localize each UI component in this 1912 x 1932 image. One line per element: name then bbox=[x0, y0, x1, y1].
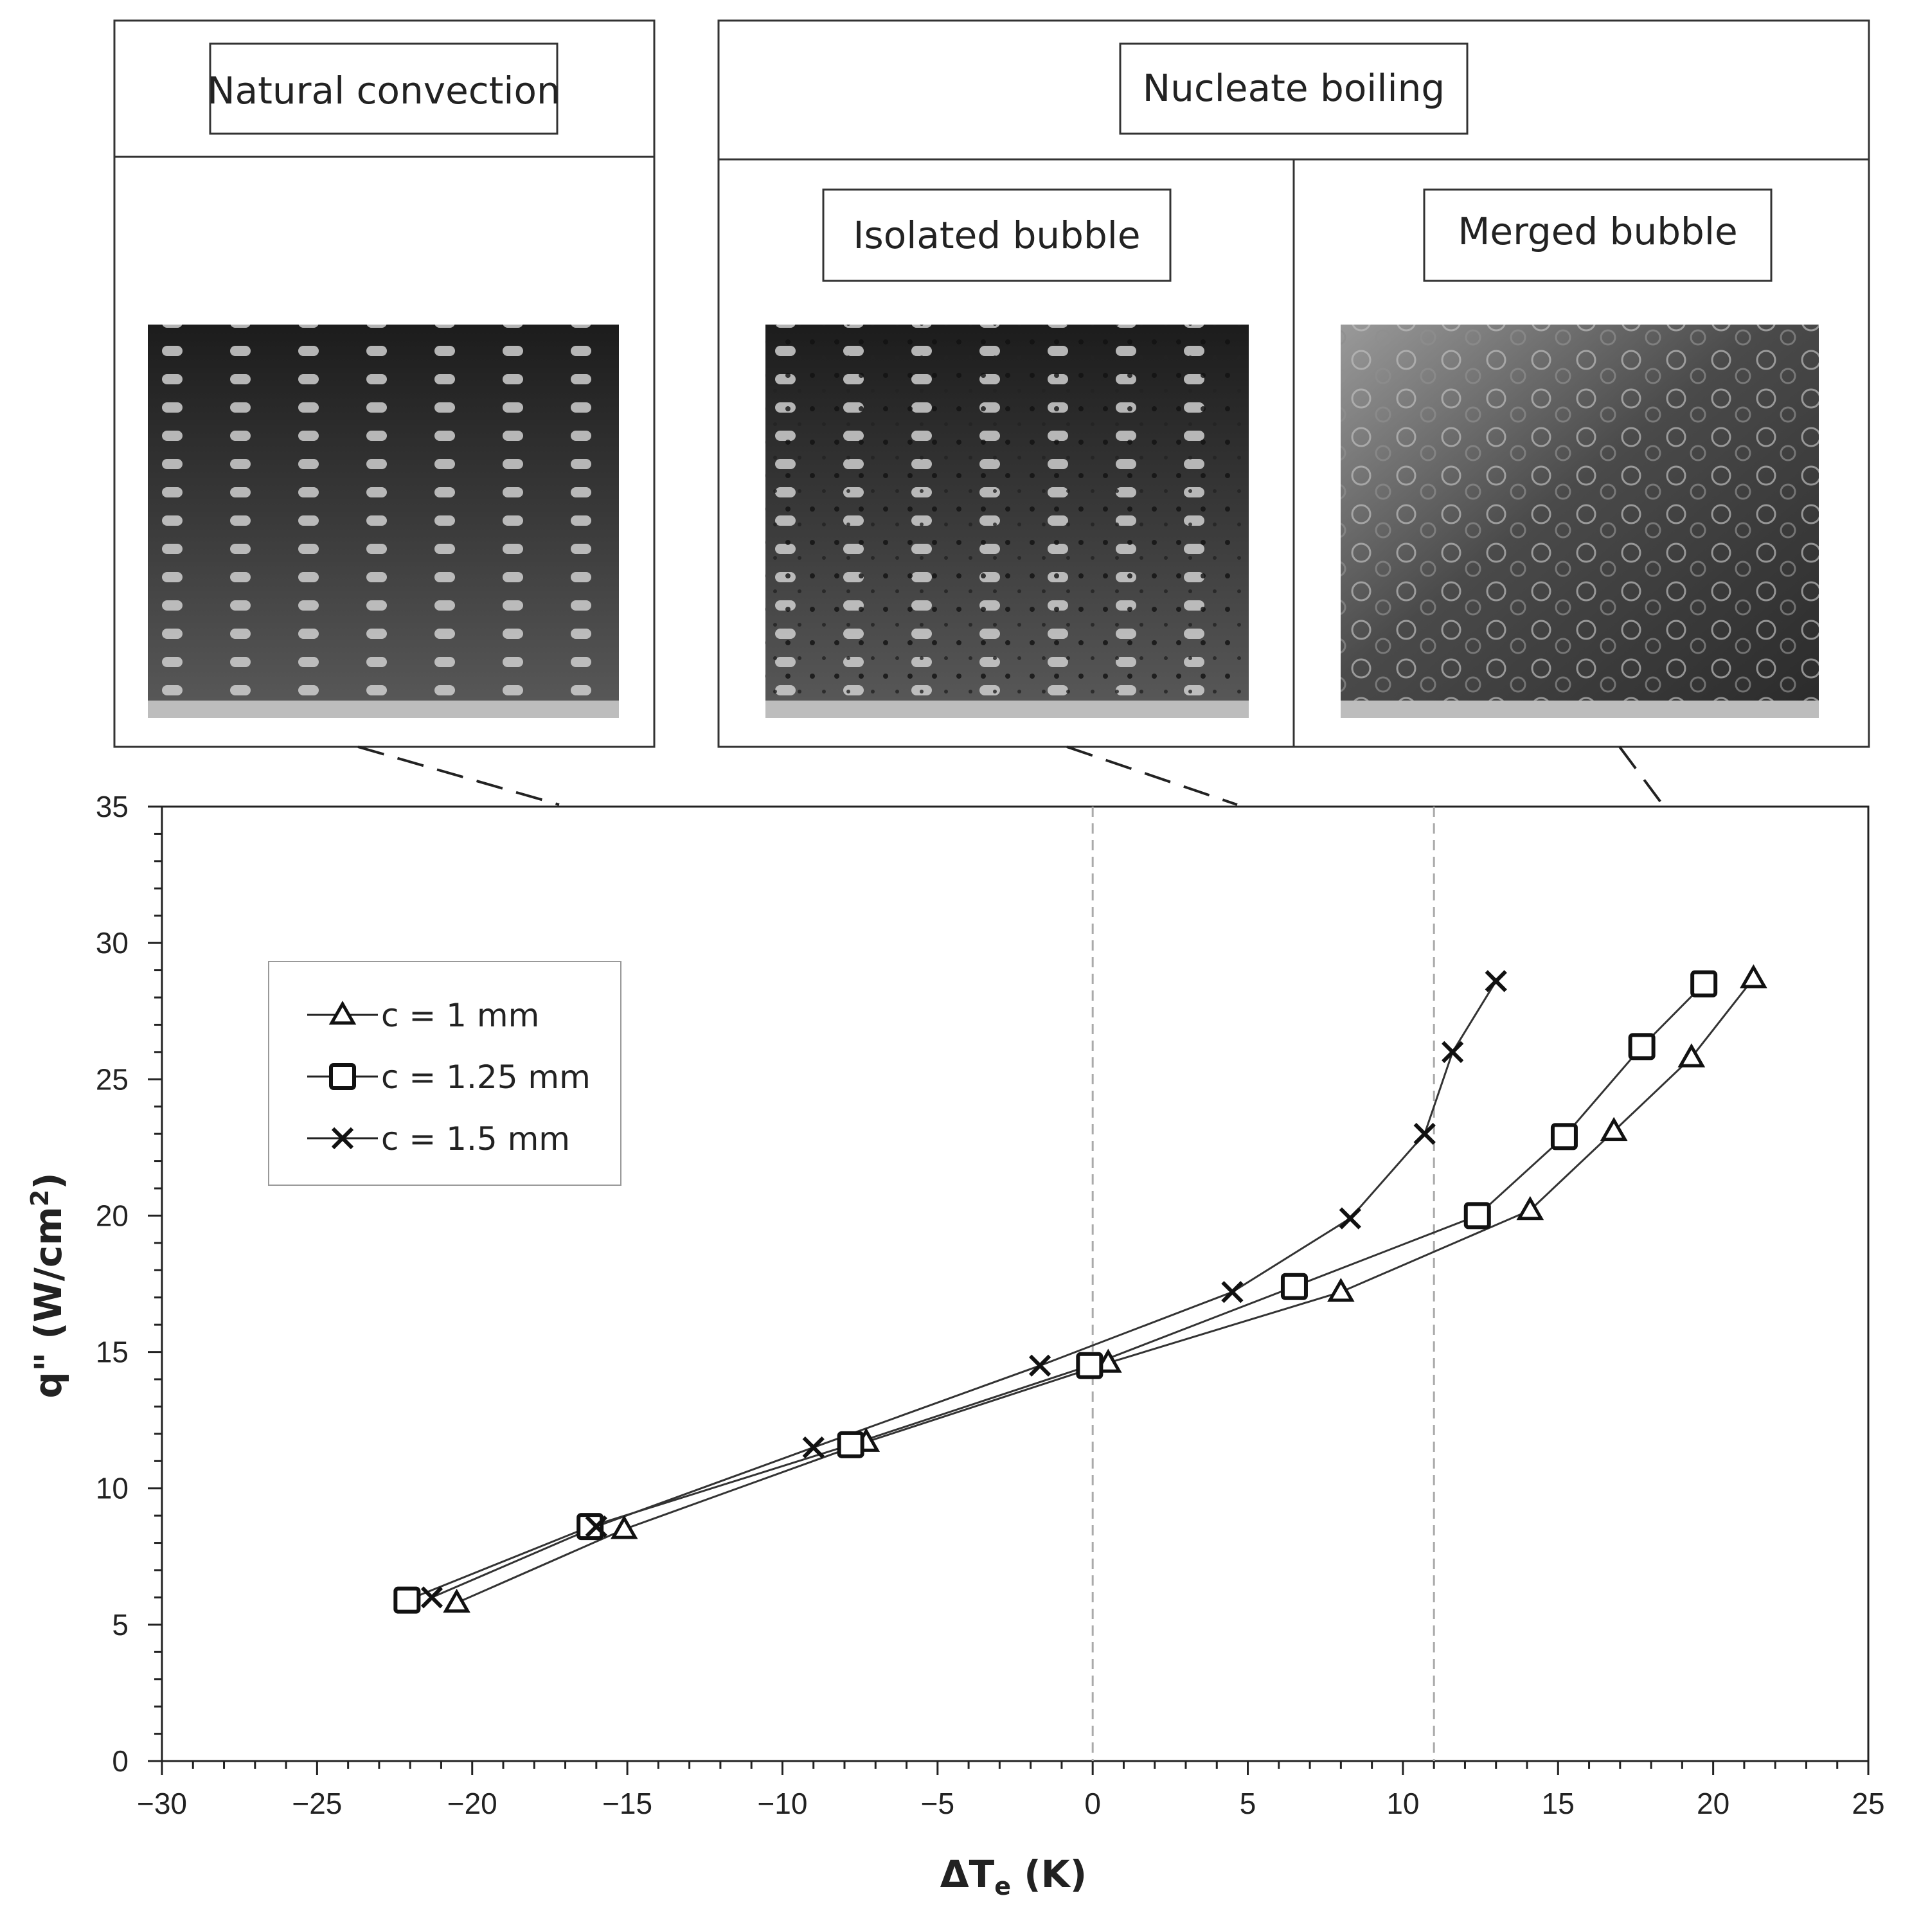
chart: −30 −25 −20 −15 −10 −5 0 5 10 15 20 25 0 5 10 15 20 25 30 3… bbox=[26, 790, 1885, 1901]
data-point-triangle bbox=[1600, 1116, 1628, 1141]
x-tick-label: −25 bbox=[292, 1787, 342, 1820]
panel-natural-frame bbox=[113, 19, 656, 748]
panel-natural-label: Natural convection bbox=[207, 69, 560, 112]
x-tick-label: −5 bbox=[921, 1787, 954, 1820]
x-tick-label: 0 bbox=[1084, 1787, 1101, 1820]
photo-merged-bubble bbox=[1341, 325, 1819, 718]
x-tick-label: −10 bbox=[757, 1787, 807, 1820]
panel-isolated-label: Isolated bubble bbox=[853, 213, 1140, 257]
x-axis-title-unit: (K) bbox=[1011, 1852, 1087, 1896]
data-point-cross bbox=[1485, 970, 1507, 992]
photo-natural-convection bbox=[148, 325, 619, 718]
x-axis-title-sub: e bbox=[994, 1872, 1011, 1901]
data-point-cross bbox=[1028, 1354, 1051, 1377]
y-tick-label: 30 bbox=[96, 926, 129, 960]
x-tick-label: −30 bbox=[137, 1787, 187, 1820]
data-point-cross bbox=[585, 1515, 607, 1538]
panel-nucleate-label-box bbox=[1119, 42, 1469, 135]
y-axis-title: q" (W/cm2) bbox=[26, 1172, 70, 1398]
legend-marker-triangle bbox=[328, 1000, 357, 1025]
panel-nucleate-boiling: Nucleate boiling Isolated bubble Merged … bbox=[717, 19, 1870, 748]
data-point-cross bbox=[1221, 1281, 1244, 1303]
legend: c = 1 mm c = 1.25 mm c = 1.5 mm bbox=[268, 961, 621, 1186]
data-point-square bbox=[1690, 970, 1718, 997]
x-tick-label: 5 bbox=[1240, 1787, 1256, 1820]
data-point-square bbox=[1628, 1033, 1656, 1060]
data-point-triangle bbox=[1740, 964, 1767, 988]
data-point-square bbox=[837, 1431, 864, 1458]
x-axis-title: ΔTe (K) bbox=[940, 1852, 1087, 1901]
data-point-square bbox=[1550, 1123, 1578, 1150]
data-point-square bbox=[1280, 1273, 1308, 1300]
photo-isolated-bubble bbox=[765, 325, 1249, 718]
vertical-dashed-lines bbox=[1091, 807, 1435, 1761]
plot-frame bbox=[161, 805, 1870, 1762]
y-tick-label: 20 bbox=[96, 1199, 129, 1232]
data-point-triangle bbox=[1516, 1195, 1544, 1221]
series-markers bbox=[393, 964, 1767, 1614]
panel-isolated-label-box bbox=[822, 188, 1172, 282]
data-point-cross bbox=[802, 1436, 825, 1459]
x-tick-label: 15 bbox=[1542, 1787, 1575, 1820]
legend-marker-cross bbox=[331, 1127, 354, 1150]
x-tick-label: 25 bbox=[1852, 1787, 1884, 1820]
y-axis-title-end: ) bbox=[26, 1172, 70, 1190]
y-tick-label: 15 bbox=[96, 1336, 129, 1369]
x-tick-label: −20 bbox=[447, 1787, 497, 1820]
legend-marker-square bbox=[329, 1063, 356, 1090]
data-point-square bbox=[1076, 1352, 1103, 1379]
x-tick-label: 20 bbox=[1697, 1787, 1729, 1820]
y-tick-label: 10 bbox=[96, 1472, 129, 1505]
data-point-cross bbox=[1413, 1123, 1436, 1145]
panel-merged-label: Merged bubble bbox=[1458, 210, 1737, 253]
data-point-triangle bbox=[1327, 1278, 1355, 1302]
panel-natural-label-box bbox=[209, 42, 558, 135]
y-tick-label: 5 bbox=[112, 1608, 129, 1641]
y-tick-label: 35 bbox=[96, 790, 129, 823]
legend-label-square: c = 1.25 mm bbox=[381, 1059, 591, 1096]
data-point-triangle bbox=[1677, 1043, 1706, 1068]
legend-label-triangle: c = 1 mm bbox=[381, 997, 539, 1034]
data-point-square bbox=[576, 1513, 604, 1541]
data-point-square bbox=[1463, 1202, 1491, 1230]
connector-merged bbox=[1618, 746, 1666, 809]
legend-box bbox=[268, 961, 621, 1186]
series-line-triangle bbox=[456, 978, 1755, 1604]
y-axis-title-sup: 2 bbox=[26, 1190, 54, 1206]
data-point-cross bbox=[1339, 1207, 1361, 1230]
x-tick-label: −15 bbox=[602, 1787, 652, 1820]
panel-nucleate-label: Nucleate boiling bbox=[1143, 66, 1445, 110]
panel-merged-label-box bbox=[1423, 188, 1773, 282]
y-tick-label: 0 bbox=[112, 1744, 129, 1778]
data-point-triangle bbox=[443, 1588, 470, 1613]
connector-isolated bbox=[1066, 746, 1238, 806]
data-point-cross bbox=[1442, 1041, 1464, 1063]
y-tick-label: 25 bbox=[96, 1062, 129, 1096]
legend-label-cross: c = 1.5 mm bbox=[381, 1120, 570, 1158]
connector-natural bbox=[357, 746, 560, 806]
connector-lines bbox=[357, 746, 1666, 809]
x-tick-label: 10 bbox=[1386, 1787, 1419, 1820]
data-point-square bbox=[393, 1586, 421, 1614]
panel-natural-convection: Natural convection bbox=[113, 19, 656, 748]
axis-ticks: −30 −25 −20 −15 −10 −5 0 5 10 15 20 25 0 5 10 15 20 25 30 3… bbox=[96, 790, 1885, 1820]
data-point-cross bbox=[420, 1586, 443, 1609]
data-point-triangle bbox=[610, 1515, 638, 1539]
